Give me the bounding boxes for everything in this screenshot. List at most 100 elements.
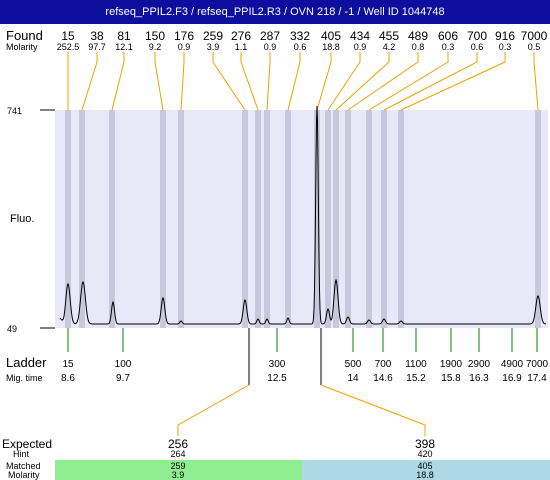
found-peak-connector — [316, 52, 332, 111]
ladder-mig-time: 14.6 — [373, 373, 393, 384]
expected-connector — [177, 384, 250, 436]
hint-label: Hint — [13, 449, 30, 459]
expected-matched: 405 — [417, 461, 432, 471]
found-peak-size: 916 — [495, 29, 515, 43]
found-peak-size: 150 — [145, 29, 165, 43]
found-peak-molarity: 4.2 — [383, 42, 396, 52]
found-peak-size: 700 — [467, 29, 487, 43]
ladder-size: 4900 — [501, 359, 524, 370]
found-peak-connector — [287, 52, 301, 111]
expected-molarity: 3.9 — [172, 470, 185, 480]
found-peak-connector — [81, 52, 98, 111]
expected-molarity: 18.8 — [416, 470, 434, 480]
peak-band — [333, 110, 339, 328]
found-peak-size: 287 — [260, 29, 280, 43]
page-title: refseq_PPIL2.F3 / refseq_PPIL2.R3 / OVN … — [105, 6, 445, 18]
expected-hint: 420 — [417, 449, 432, 459]
molarity-bottom-label: Molarity — [8, 470, 40, 480]
found-peak-connector — [327, 52, 361, 111]
peak-band — [535, 110, 541, 328]
found-peak-size: 455 — [379, 29, 399, 43]
matched-bar-second — [302, 460, 550, 480]
molarity-label: Molarity — [6, 42, 38, 52]
ladder-mig-time: 17.4 — [527, 373, 547, 384]
peak-band — [160, 110, 166, 328]
found-peak-connector — [347, 52, 419, 111]
found-peak-size: 81 — [117, 29, 131, 43]
found-peak-size: 405 — [321, 29, 341, 43]
found-peak-molarity: 0.5 — [528, 42, 541, 52]
found-peak-connector — [266, 52, 271, 111]
ladder-size: 7000 — [526, 359, 549, 370]
found-peak-size: 332 — [290, 29, 310, 43]
peak-band — [366, 110, 372, 328]
found-peak-size: 176 — [174, 29, 194, 43]
peak-band — [242, 110, 248, 328]
peak-band — [178, 110, 184, 328]
found-peak-connector — [335, 52, 390, 111]
found-peak-molarity: 97.7 — [88, 42, 106, 52]
ladder-size: 1900 — [440, 359, 463, 370]
found-peak-connector — [240, 52, 259, 111]
found-peak-size: 38 — [90, 29, 104, 43]
ladder-size: 15 — [62, 359, 74, 370]
ladder-mig-time: 16.9 — [502, 373, 522, 384]
found-peak-connector — [212, 52, 246, 111]
found-peak-connector — [111, 52, 125, 111]
ladder-label: Ladder — [6, 355, 47, 370]
found-peak-size: 276 — [231, 29, 251, 43]
found-peak-molarity: 3.9 — [207, 42, 220, 52]
found-peak-molarity: 12.1 — [115, 42, 133, 52]
expected-size: 256 — [168, 437, 188, 451]
found-peak-molarity: 18.8 — [322, 42, 340, 52]
mig-time-label: Mig. time — [6, 373, 43, 383]
y-tick-bottom: 49 — [7, 324, 17, 334]
found-peak-molarity: 0.3 — [499, 42, 512, 52]
peak-band — [345, 110, 351, 328]
expected-connector — [320, 384, 426, 436]
found-peak-size: 15 — [61, 29, 75, 43]
found-peak-size: 606 — [438, 29, 458, 43]
ladder-size: 500 — [345, 359, 362, 370]
found-label: Found — [6, 28, 43, 43]
found-peak-connector — [368, 52, 449, 111]
ladder-size: 1100 — [405, 359, 427, 370]
expected-hint: 264 — [170, 449, 185, 459]
expected-matched: 259 — [170, 461, 185, 471]
found-peak-size: 489 — [408, 29, 428, 43]
found-peak-molarity: 0.9 — [264, 42, 277, 52]
peak-band — [109, 110, 115, 328]
found-peak-molarity: 0.3 — [442, 42, 455, 52]
ladder-size: 2900 — [468, 359, 491, 370]
found-peak-molarity: 0.6 — [471, 42, 484, 52]
matched-label: Matched — [6, 461, 41, 471]
found-peak-molarity: 9.2 — [149, 42, 162, 52]
peak-band — [381, 110, 387, 328]
found-peak-molarity: 1.1 — [235, 42, 248, 52]
found-peak-size: 434 — [350, 29, 370, 43]
y-tick-top: 741 — [7, 106, 22, 116]
found-peak-connector — [383, 52, 478, 111]
expected-size: 398 — [415, 437, 435, 451]
found-peak-molarity: 0.9 — [354, 42, 367, 52]
ladder-size: 700 — [375, 359, 392, 370]
peak-band — [314, 110, 320, 328]
peak-band — [255, 110, 261, 328]
found-peak-connector — [154, 52, 164, 111]
found-peak-size: 259 — [203, 29, 223, 43]
ladder-mig-time: 14 — [347, 373, 359, 384]
found-peak-connector — [400, 52, 506, 111]
peak-band — [398, 110, 404, 328]
fluorescence-trace — [59, 105, 547, 325]
ladder-mig-time: 9.7 — [116, 373, 130, 384]
found-peak-connector — [180, 52, 185, 111]
found-peak-molarity: 0.9 — [178, 42, 191, 52]
ladder-size: 100 — [115, 359, 132, 370]
peak-band — [65, 110, 71, 328]
fluo-label: Fluo. — [10, 213, 34, 225]
plot-area — [55, 110, 548, 328]
found-peak-molarity: 0.8 — [412, 42, 425, 52]
ladder-mig-time: 15.8 — [441, 373, 461, 384]
